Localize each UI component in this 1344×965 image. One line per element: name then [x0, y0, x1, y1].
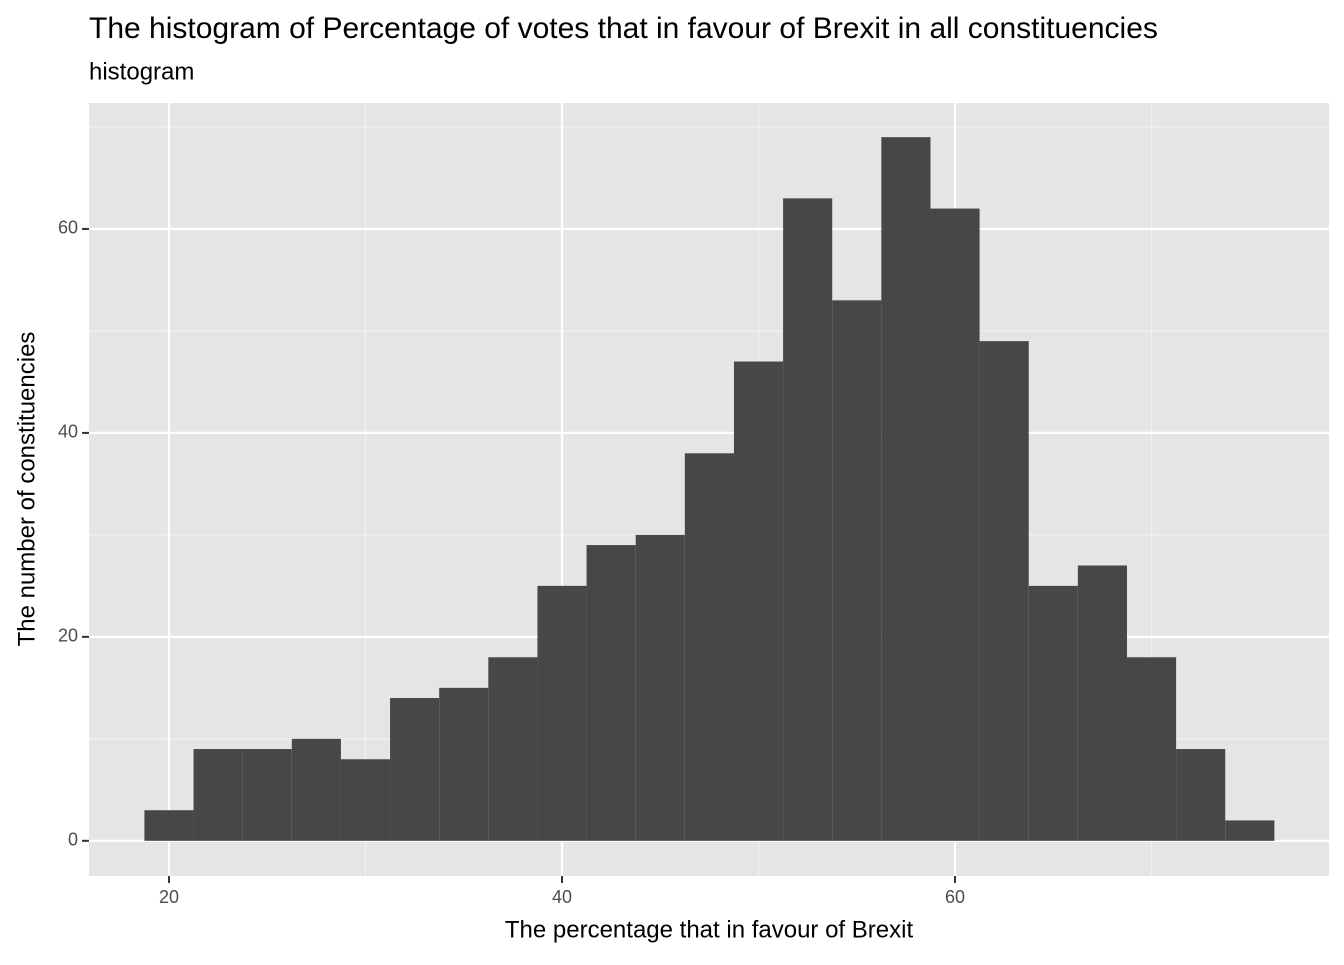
bar — [979, 341, 1029, 841]
bar — [1126, 657, 1177, 841]
bar — [635, 534, 685, 841]
bar — [390, 698, 440, 841]
chart-subtitle: histogram — [89, 58, 194, 85]
y-tick-label: 20 — [58, 626, 78, 646]
x-axis-title: The percentage that in favour of Brexit — [505, 916, 914, 943]
bar — [832, 300, 882, 841]
bar — [586, 545, 636, 841]
chart-title: The histogram of Percentage of votes tha… — [89, 12, 1158, 45]
bar — [242, 749, 292, 841]
bar — [684, 453, 734, 841]
bar — [881, 137, 931, 841]
bar — [1077, 565, 1127, 841]
bar — [1028, 585, 1078, 841]
x-tick-label: 20 — [159, 887, 179, 907]
bar — [537, 585, 587, 841]
bar — [1225, 820, 1275, 841]
bar — [488, 657, 538, 841]
bar — [291, 738, 341, 841]
bar — [783, 198, 833, 841]
bar — [144, 810, 194, 841]
x-tick-label: 60 — [945, 887, 965, 907]
y-tick-label: 40 — [58, 422, 78, 442]
bar — [193, 749, 243, 841]
y-axis-title: The number of constituencies — [13, 332, 40, 647]
bar — [930, 208, 980, 841]
y-tick-label: 60 — [58, 218, 78, 238]
x-tick-label: 40 — [552, 887, 572, 907]
bar — [439, 687, 489, 841]
bar — [340, 759, 391, 841]
bar — [733, 361, 784, 841]
bar — [1176, 749, 1226, 841]
y-tick-label: 0 — [68, 830, 78, 850]
